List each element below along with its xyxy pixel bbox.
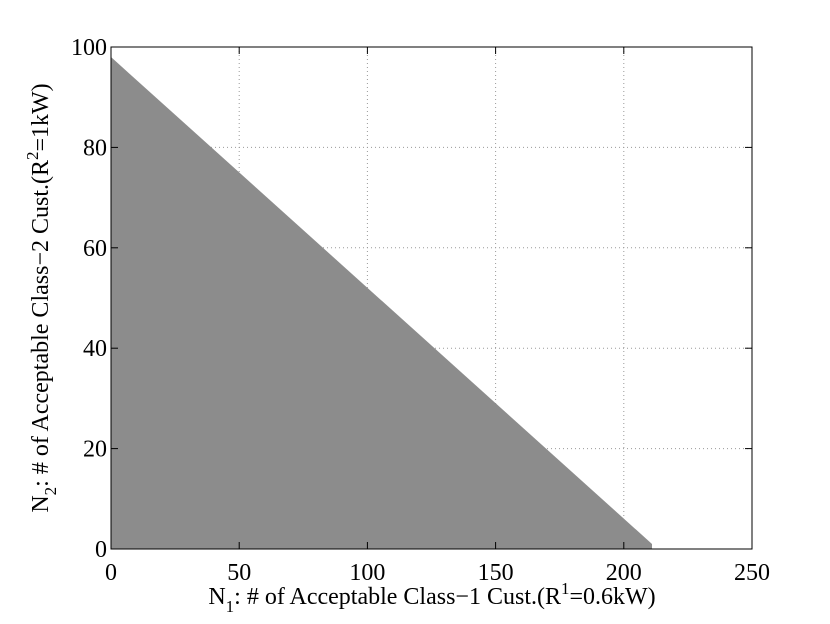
- y-axis-label-main: N: [28, 495, 54, 512]
- series-areas: [111, 57, 653, 549]
- y-axis-label: N2: # of Acceptable Class−2 Cust.(R2=1kW…: [23, 83, 60, 512]
- y-axis-label-rest: : # of Acceptable Class−2 Cust.(R: [28, 160, 54, 487]
- y-tick-label-0: 0: [95, 537, 107, 563]
- ticks: [110, 46, 753, 550]
- x-axis-label-sup: 1: [561, 579, 570, 598]
- y-axis-label-sub: 2: [41, 487, 60, 496]
- y-axis-label-sup: 2: [23, 152, 42, 161]
- y-tick-label-2: 40: [83, 336, 107, 362]
- x-axis-label-sub: 1: [226, 597, 235, 616]
- x-tick-label-4: 200: [606, 560, 642, 586]
- x-tick-label-3: 150: [478, 560, 514, 586]
- plot-frame: [110, 46, 753, 550]
- x-axis-label: N1: # of Acceptable Class−1 Cust.(R1=0.6…: [208, 579, 655, 616]
- y-axis-label-end: =1kW): [28, 83, 54, 151]
- x-tick-label-5: 250: [734, 560, 770, 586]
- y-tick-label-3: 60: [83, 236, 107, 262]
- y-tick-label-4: 80: [83, 135, 107, 161]
- x-tick-label-0: 0: [105, 560, 117, 586]
- x-tick-labels: 0 50 100 150 200 250: [105, 560, 770, 586]
- y-tick-label-5: 100: [71, 35, 107, 61]
- x-axis-label-rest: : # of Acceptable Class−1 Cust.(R: [234, 584, 561, 610]
- x-tick-label-2: 100: [349, 560, 385, 586]
- x-tick-label-1: 50: [227, 560, 251, 586]
- y-tick-labels: 0 20 40 60 80 100: [71, 35, 107, 563]
- x-axis-label-end: =0.6kW): [569, 584, 655, 610]
- y-tick-label-1: 20: [83, 437, 107, 463]
- feasible-region-0: [111, 57, 653, 549]
- x-axis-label-main: N: [208, 584, 225, 610]
